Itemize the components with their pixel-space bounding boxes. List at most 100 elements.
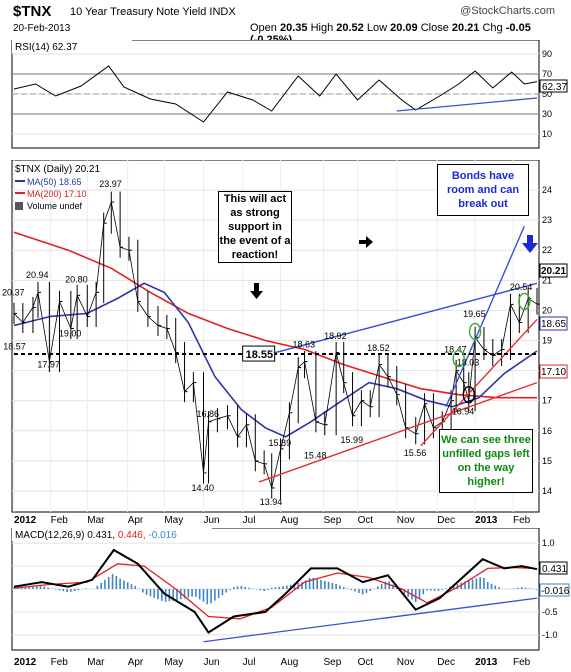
support-label-box (242, 345, 276, 362)
month-label: Sep (324, 515, 342, 526)
price-label: 18.57 (3, 341, 26, 351)
month-label: Jun (203, 657, 219, 668)
macd-tag-bg (539, 561, 568, 575)
tag-ma50: 18.65 (541, 319, 566, 330)
price-label: 20.54 (510, 282, 533, 292)
macd-label-text: MACD(12,26,9) 0.431, (15, 530, 115, 541)
month-label: Mar (87, 515, 105, 526)
annotation-bonds: Bonds have room and can break out (437, 164, 529, 216)
price-tick-label: 14 (542, 486, 552, 496)
open-label: Open (250, 22, 277, 34)
macd-hist-value: -0.016 (148, 530, 177, 541)
month-label: Jul (243, 515, 256, 526)
price-label: 19.00 (59, 329, 82, 339)
macd-hist-tag-bg (539, 583, 570, 597)
legend-ma50: MA(50) 18.65 (27, 177, 82, 187)
gap-circle (452, 349, 465, 368)
annotation-gaps: We can see three unfilled gaps left on t… (439, 429, 533, 493)
ticker-name: 10 Year Treasury Note Yield INDX (70, 6, 236, 18)
high-label: High (310, 22, 334, 34)
price-tick-label: 22 (542, 245, 552, 255)
month-label: Sep (324, 657, 342, 668)
channel-bottom-line (258, 381, 538, 483)
rsi-label: RSI(14) 62.37 (15, 42, 78, 53)
month-label: May (164, 515, 183, 526)
price-label: 16.86 (197, 409, 220, 419)
tag-close-bg (539, 263, 568, 278)
support-label: 18.55 (246, 349, 274, 361)
macd-hist-tag: -0.016 (541, 586, 570, 597)
legend-main: $TNX (Daily) 20.21 (15, 164, 100, 175)
macd-label-bg (12, 528, 212, 541)
price-label: 18.52 (367, 343, 390, 353)
month-label: Aug (281, 515, 299, 526)
tag-ma50-bg (539, 316, 568, 331)
month-label: Mar (87, 657, 105, 668)
price-label: 20.80 (65, 274, 88, 284)
price-close-line (13, 200, 538, 490)
rsi-value-tag: 62.37 (542, 82, 567, 93)
rsi-pane: RSI(14) 62.37 90 70 50 30 10 62.37 (11, 40, 568, 149)
rsi-value-tag-bg (539, 79, 568, 93)
open-value: 20.35 (279, 22, 308, 34)
legend-volume: Volume undef (27, 201, 83, 211)
price-tick-label: 20 (542, 305, 552, 315)
month-label: 2012 (14, 657, 37, 668)
month-label: Apr (128, 515, 144, 526)
price-label: 20.37 (2, 287, 25, 297)
month-label: Jul (243, 657, 256, 668)
month-axis-middle: 2012 Feb Mar Apr May Jun Jul Aug Sep Oct Nov Dec 201… (14, 515, 531, 526)
chart-header: $TNX 10 Year Treasury Note Yield INDX @S… (0, 0, 571, 46)
tag-ma200-bg (539, 364, 568, 379)
low-value: 20.09 (390, 22, 418, 34)
legend-ma200: MA(200) 17.10 (27, 189, 87, 199)
price-label: 19.65 (463, 309, 486, 319)
price-label: 18.63 (293, 340, 316, 350)
rsi-tick-label: 90 (542, 49, 552, 59)
price-label: 15.99 (341, 435, 364, 445)
close-label: Close (420, 22, 449, 34)
price-label: 16.94 (452, 406, 475, 416)
legend-volume-swatch (15, 202, 23, 210)
high-value: 20.52 (336, 22, 364, 34)
month-label: Feb (51, 515, 69, 526)
rsi-tick-label: 70 (542, 69, 552, 79)
macd-label: MACD(12,26,9) 0.431, 0.446, -0.016 (15, 530, 177, 541)
price-tick-label: 16 (542, 426, 552, 436)
price-label: 18.47 (444, 344, 467, 354)
price-tick-label: 17 (542, 396, 552, 406)
ma50-line (13, 282, 538, 438)
month-label: Apr (128, 657, 144, 668)
steep-support-line (420, 318, 538, 447)
gap-circle (468, 322, 482, 341)
month-label: 2013 (475, 515, 498, 526)
price-tick-label: 24 (542, 185, 552, 195)
month-label: Oct (358, 515, 374, 526)
price-label: 17.97 (37, 360, 60, 370)
price-label: 13.94 (260, 497, 283, 507)
macd-signal-value: 0.446, (118, 530, 146, 541)
month-label: 2012 (14, 515, 37, 526)
gap-circle (462, 385, 475, 404)
macd-pane: 1.00.50.0-0.5-1.0 MACD(12,26,9) 0.431, 0… (11, 528, 570, 651)
macd-trendline (203, 597, 538, 643)
gap-circle (518, 292, 531, 311)
month-label: Oct (358, 657, 374, 668)
chart-date: 20-Feb-2013 (13, 23, 71, 34)
steep-blue-line (445, 225, 526, 407)
price-tick-label: 23 (542, 215, 552, 225)
right-arrow-icon (359, 236, 373, 248)
macd-line (13, 548, 538, 634)
rsi-label-bg (12, 40, 132, 53)
down-arrow-icon (250, 283, 263, 299)
rsi-tick-label: 10 (542, 129, 552, 139)
chg-label: Chg (482, 22, 503, 34)
tag-ma200: 17.10 (541, 367, 566, 378)
month-label: Aug (281, 657, 299, 668)
month-label: Nov (397, 515, 415, 526)
macd-tag: 0.431 (542, 564, 567, 575)
price-label: 14.40 (191, 483, 214, 493)
close-value: 20.21 (451, 22, 480, 34)
price-tick-label: 21 (542, 275, 552, 285)
price-label: 15.48 (304, 450, 327, 460)
